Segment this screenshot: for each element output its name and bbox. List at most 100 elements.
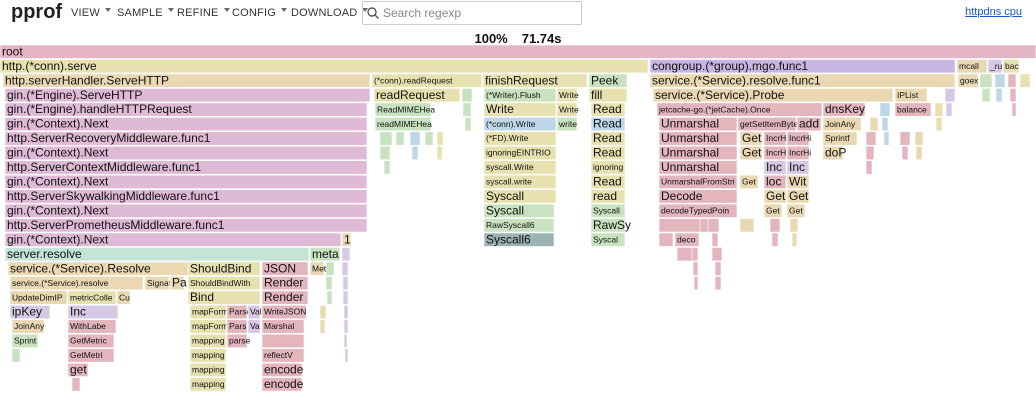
frame[interactable] (915, 145, 923, 161)
frame[interactable] (822, 102, 866, 117)
frame[interactable] (658, 145, 738, 161)
frame[interactable] (590, 102, 626, 117)
frame[interactable] (796, 117, 822, 132)
frame[interactable] (341, 261, 349, 276)
frame[interactable] (901, 145, 909, 161)
frame[interactable] (979, 73, 993, 88)
frame[interactable] (590, 203, 626, 218)
frame[interactable] (691, 247, 699, 262)
frame[interactable] (67, 304, 119, 320)
frame[interactable] (11, 319, 45, 334)
frame[interactable] (956, 59, 988, 74)
frame[interactable] (1011, 102, 1017, 117)
frame[interactable] (261, 290, 309, 305)
frame[interactable] (692, 261, 699, 276)
frame[interactable] (883, 131, 890, 146)
frame[interactable] (4, 232, 342, 247)
frame[interactable] (261, 348, 305, 363)
frame[interactable] (711, 247, 723, 262)
frame[interactable] (981, 88, 991, 103)
frame[interactable] (189, 362, 227, 377)
frame[interactable] (588, 88, 628, 103)
frame[interactable] (116, 290, 131, 305)
frame[interactable] (261, 362, 303, 377)
frame[interactable] (590, 218, 626, 233)
frame[interactable] (383, 160, 391, 175)
frame[interactable] (226, 333, 248, 349)
frame[interactable] (189, 304, 227, 320)
frame[interactable] (865, 131, 877, 146)
frame[interactable] (786, 131, 810, 146)
frame[interactable] (763, 203, 783, 218)
menu-item[interactable]: DOWNLOAD (291, 7, 368, 19)
frame[interactable] (649, 59, 956, 74)
frame[interactable] (739, 145, 763, 161)
frame[interactable] (590, 131, 626, 146)
frame[interactable] (711, 232, 719, 247)
frame[interactable] (0, 59, 649, 74)
frame[interactable] (343, 319, 349, 334)
frame[interactable] (4, 218, 368, 233)
frame[interactable] (342, 276, 349, 291)
frame[interactable] (656, 102, 823, 117)
frame[interactable] (590, 117, 626, 132)
frame[interactable] (189, 348, 227, 363)
frame[interactable] (652, 88, 894, 103)
frame[interactable] (769, 218, 781, 233)
frame[interactable] (325, 261, 335, 276)
frame[interactable] (649, 73, 956, 88)
frame[interactable] (822, 145, 844, 161)
frame[interactable] (343, 333, 348, 349)
menu-item[interactable]: VIEW (71, 7, 111, 19)
frame[interactable] (674, 232, 700, 247)
frame[interactable] (4, 88, 371, 103)
frame[interactable] (379, 145, 391, 161)
frame[interactable] (483, 174, 557, 189)
frame[interactable] (189, 319, 227, 334)
menu-item[interactable]: REFINE (177, 7, 230, 19)
frame[interactable] (556, 102, 578, 117)
frame[interactable] (935, 117, 943, 132)
frame[interactable] (786, 145, 810, 161)
frame[interactable] (786, 174, 810, 189)
frame[interactable] (658, 160, 738, 175)
frame[interactable] (341, 232, 352, 247)
frame[interactable] (693, 276, 699, 291)
frame[interactable] (714, 276, 722, 291)
frame[interactable] (343, 304, 349, 320)
frame[interactable] (4, 189, 368, 204)
frame[interactable] (739, 218, 755, 233)
frame[interactable] (739, 131, 763, 146)
frame[interactable] (763, 131, 787, 146)
frame[interactable] (309, 261, 325, 276)
frame[interactable] (483, 145, 557, 161)
frame[interactable] (309, 247, 341, 262)
frame[interactable] (483, 189, 557, 204)
frame[interactable] (1002, 59, 1020, 74)
frame[interactable] (658, 218, 720, 233)
frame[interactable] (483, 218, 555, 233)
frame[interactable] (261, 319, 305, 334)
frame[interactable] (739, 174, 759, 189)
frame[interactable] (344, 348, 349, 363)
frame[interactable] (247, 319, 261, 334)
frame[interactable] (371, 73, 483, 88)
frame[interactable] (261, 276, 309, 291)
frame[interactable] (865, 145, 875, 161)
frame[interactable] (11, 348, 21, 363)
frame[interactable] (881, 117, 889, 132)
frame[interactable] (247, 304, 261, 320)
frame[interactable] (483, 203, 555, 218)
frame[interactable] (0, 44, 1036, 59)
frame[interactable] (714, 261, 722, 276)
frame[interactable] (326, 290, 333, 305)
frame[interactable] (763, 145, 787, 161)
frame[interactable] (590, 189, 626, 204)
frame[interactable] (144, 276, 170, 291)
frame[interactable] (341, 247, 351, 262)
frame[interactable] (2, 73, 371, 88)
frame[interactable] (169, 276, 185, 291)
frame[interactable] (483, 102, 557, 117)
frame[interactable] (462, 102, 472, 117)
frame[interactable] (483, 88, 557, 103)
